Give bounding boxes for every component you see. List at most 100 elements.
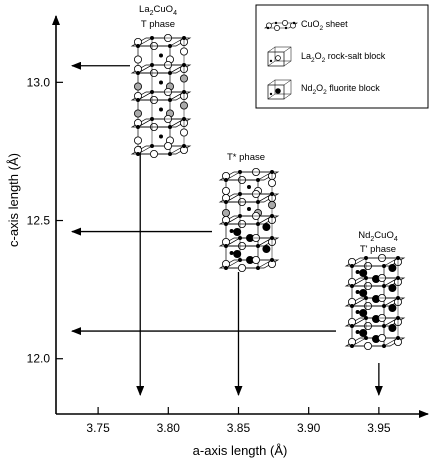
unit-cell-edge <box>383 257 399 267</box>
fluorite-block-icon-edge <box>283 79 292 86</box>
unit-cell-edge <box>383 277 399 287</box>
atom <box>221 186 230 195</box>
legend: CuO2 sheet La2O2 rock-salt block Nd2O2 f… <box>255 4 429 109</box>
atom <box>355 309 360 314</box>
atom <box>133 109 142 118</box>
legend-icons <box>263 20 299 100</box>
legend-atom <box>274 21 278 25</box>
atom <box>221 208 230 217</box>
t-prime-phase-name: T' phase <box>360 244 396 255</box>
legend-atom <box>292 21 296 25</box>
atom <box>355 289 360 294</box>
x-tick-group: 3.75 3.80 3.85 3.90 3.95 <box>86 407 391 435</box>
atom <box>363 335 368 340</box>
atom <box>158 107 163 112</box>
atom <box>377 333 386 342</box>
atom <box>262 244 271 253</box>
legend-atom <box>266 26 270 30</box>
atom <box>179 128 188 137</box>
unit-cell-edge <box>137 126 171 155</box>
unit-cell-edge <box>169 91 185 101</box>
phase-arrows <box>71 61 383 396</box>
legend-atom <box>274 25 280 31</box>
legend-item-fluorite-block: Nd2O2 fluorite block <box>301 83 380 96</box>
atom <box>388 283 397 292</box>
legend-item-rock-salt-block: La2O2 rock-salt block <box>301 51 386 64</box>
rock-salt-block-icon-edge <box>267 46 276 53</box>
rock-salt-block-icon-back <box>274 46 292 62</box>
t-star-phase-name: T* phase <box>227 152 265 163</box>
unit-cell-edge <box>351 257 367 267</box>
atom <box>388 323 397 332</box>
legend-atom <box>282 20 288 26</box>
unit-cell-edge <box>257 215 273 225</box>
fluorite-block-icon-edge <box>283 93 292 100</box>
atom <box>388 303 397 312</box>
legend-atom <box>284 26 288 30</box>
atom <box>255 265 260 270</box>
rock-salt-block-icon-edge <box>267 60 276 67</box>
atom <box>179 47 188 56</box>
atom <box>229 250 234 255</box>
unit-cell-edge <box>137 99 171 128</box>
unit-cell-edge <box>137 64 153 74</box>
atom <box>237 263 246 272</box>
t-phase-structure <box>130 34 192 158</box>
atom <box>359 328 368 337</box>
unit-cell-edge <box>137 37 153 47</box>
unit-cell-edge <box>225 215 241 225</box>
unit-cell-edge <box>225 193 241 203</box>
atom <box>233 227 242 236</box>
legend-atom <box>269 59 273 63</box>
atom <box>355 329 360 334</box>
atom <box>262 222 271 231</box>
rock-salt-block-icon-edge <box>283 46 292 53</box>
y-axis-label: c-axis length (Å) <box>6 153 21 247</box>
t-phase-name: T phase <box>141 19 175 30</box>
unit-cell-edge <box>383 297 399 307</box>
unit-cell-edge <box>137 45 171 74</box>
atom <box>251 255 260 264</box>
unit-cell-edge <box>137 72 171 101</box>
atom <box>149 143 154 148</box>
unit-cell-edge <box>225 237 241 247</box>
x-axis-label: a-axis length (Å) <box>193 443 288 458</box>
atom <box>237 257 242 262</box>
t-prime-phase-structure <box>344 253 406 350</box>
atom <box>158 80 163 85</box>
unit-cell-edge <box>257 171 273 181</box>
unit-cell-edge <box>137 118 153 128</box>
atom <box>163 141 172 150</box>
atom <box>388 263 397 272</box>
atom <box>135 151 140 156</box>
unit-cell-edge <box>169 118 185 128</box>
unit-cell-edge <box>257 193 273 203</box>
atom <box>167 151 172 156</box>
legend-atom <box>275 88 281 94</box>
atom <box>158 134 163 139</box>
x-tick-label: 3.75 <box>86 421 110 435</box>
unit-cell-edge <box>351 297 367 307</box>
unit-cell-edge <box>257 237 273 247</box>
rock-salt-block-icon <box>267 51 285 67</box>
y-tick-label: 12.5 <box>27 214 51 228</box>
y-tick-label: 13.0 <box>27 75 51 89</box>
t-star-phase-structure <box>218 167 280 272</box>
legend-atom <box>269 92 273 96</box>
t-phase-formula: La2CuO4 <box>139 4 177 17</box>
atom <box>179 74 188 83</box>
atom <box>269 257 274 262</box>
unit-cell-edge <box>351 317 367 327</box>
x-tick-label: 3.80 <box>157 421 181 435</box>
atom <box>267 200 276 209</box>
unit-cell-edge <box>137 91 153 101</box>
atom <box>158 53 163 58</box>
atom <box>223 265 228 270</box>
fluorite-block-icon-back <box>274 79 292 95</box>
x-tick-label: 3.85 <box>227 421 251 435</box>
t-prime-phase-formula: Nd2CuO4 <box>358 230 398 243</box>
atom <box>133 136 142 145</box>
atom <box>267 178 276 187</box>
unit-cell-edge <box>383 317 399 327</box>
y-tick-label: 12.0 <box>27 352 51 366</box>
